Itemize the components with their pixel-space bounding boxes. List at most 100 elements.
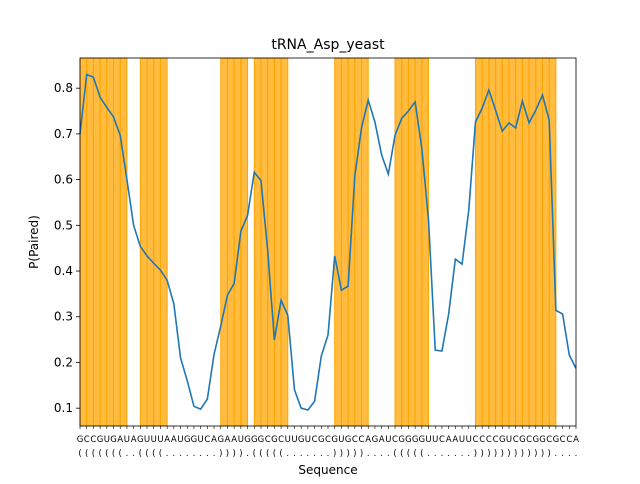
paired-band	[481, 57, 490, 427]
structure-label: .	[467, 449, 470, 459]
paired-band	[267, 57, 275, 427]
x-tick-label: C	[359, 435, 365, 445]
structure-label: .	[132, 449, 135, 459]
paired-band	[146, 57, 155, 427]
structure-label: .	[172, 449, 175, 459]
x-tick-label: G	[137, 435, 144, 445]
structure-label: .	[246, 449, 249, 459]
structure-label: (	[85, 449, 88, 459]
x-tick-label: G	[398, 435, 405, 445]
paired-band	[501, 57, 510, 427]
structure-label: (	[279, 449, 282, 459]
x-tick-label: C	[493, 435, 499, 445]
structure-label: .	[179, 449, 182, 459]
paired-band	[488, 57, 497, 427]
x-tick-label: G	[539, 435, 546, 445]
structure-label: (	[393, 449, 396, 459]
x-tick-label: A	[379, 435, 385, 445]
x-tick-label: U	[238, 435, 244, 445]
paired-band	[354, 57, 363, 427]
structure-label: (	[266, 449, 269, 459]
structure-label: )	[507, 449, 510, 459]
structure-label: )	[527, 449, 530, 459]
structure-label: .	[166, 449, 169, 459]
x-tick-label: C	[513, 435, 519, 445]
x-tick-label: C	[204, 435, 210, 445]
paired-band	[240, 57, 249, 427]
x-tick-label: A	[573, 435, 579, 445]
x-tick-label: U	[104, 435, 110, 445]
x-tick-label: U	[198, 435, 204, 445]
x-tick-label: G	[499, 435, 506, 445]
x-tick-label: C	[325, 435, 331, 445]
structure-label: )	[541, 449, 544, 459]
structure-label: (	[139, 449, 142, 459]
structure-label: .	[575, 449, 578, 459]
paired-band	[159, 57, 168, 427]
structure-label: .	[427, 449, 430, 459]
paired-band	[119, 57, 128, 427]
x-tick-label: C	[486, 435, 492, 445]
x-tick-label: U	[305, 435, 311, 445]
structure-label: )	[494, 449, 497, 459]
x-tick-label: U	[144, 435, 150, 445]
structure-label: )	[219, 449, 222, 459]
structure-label: )	[226, 449, 229, 459]
paired-band	[99, 57, 108, 427]
x-axis-label: Sequence	[298, 463, 357, 477]
structure-label: )	[501, 449, 504, 459]
x-tick-label: C	[560, 435, 566, 445]
x-tick-label: G	[271, 435, 278, 445]
structure-label: .	[193, 449, 196, 459]
structure-label: (	[407, 449, 410, 459]
x-tick-label: G	[318, 435, 325, 445]
y-tick-label: 0.4	[54, 264, 73, 278]
x-tick-label: C	[566, 435, 572, 445]
x-tick-label: A	[117, 435, 123, 445]
x-tick-label: G	[110, 435, 117, 445]
x-tick-label: G	[519, 435, 526, 445]
structure-label: )	[333, 449, 336, 459]
x-tick-label: U	[506, 435, 512, 445]
chart-title: tRNA_Asp_yeast	[271, 37, 385, 53]
x-tick-label: A	[164, 435, 170, 445]
x-tick-label: G	[97, 435, 104, 445]
x-tick-label: U	[157, 435, 163, 445]
structure-label: (	[273, 449, 276, 459]
x-tick-label: C	[472, 435, 478, 445]
x-tick-label: A	[131, 435, 137, 445]
structure-label: )	[534, 449, 537, 459]
x-tick-label: C	[84, 435, 90, 445]
paired-band	[86, 57, 94, 427]
y-tick-label: 0.2	[54, 355, 73, 369]
structure-label: .	[434, 449, 437, 459]
x-tick-label: C	[546, 435, 552, 445]
structure-label: )	[480, 449, 483, 459]
structure-label: )	[474, 449, 477, 459]
x-tick-label: U	[338, 435, 344, 445]
x-tick-label: U	[466, 435, 472, 445]
structure-label: (	[145, 449, 148, 459]
y-tick-label: 0.5	[54, 218, 73, 232]
x-tick-label: C	[312, 435, 318, 445]
paired-band	[541, 57, 550, 427]
x-tick-label: G	[298, 435, 305, 445]
x-tick-label: C	[526, 435, 532, 445]
structure-label: .	[387, 449, 390, 459]
x-tick-label: G	[345, 435, 352, 445]
structure-label: (	[78, 449, 81, 459]
structure-label: .	[441, 449, 444, 459]
structure-label: (	[105, 449, 108, 459]
structure-label: (	[253, 449, 256, 459]
structure-label: .	[300, 449, 303, 459]
structure-label: (	[420, 449, 423, 459]
y-axis-label: P(Paired)	[27, 215, 41, 269]
structure-label: )	[521, 449, 524, 459]
structure-label: (	[152, 449, 155, 459]
x-tick-label: U	[177, 435, 183, 445]
x-tick-label: U	[291, 435, 297, 445]
y-tick-label: 0.6	[54, 173, 73, 187]
paired-band	[508, 57, 517, 427]
x-tick-label: G	[77, 435, 84, 445]
